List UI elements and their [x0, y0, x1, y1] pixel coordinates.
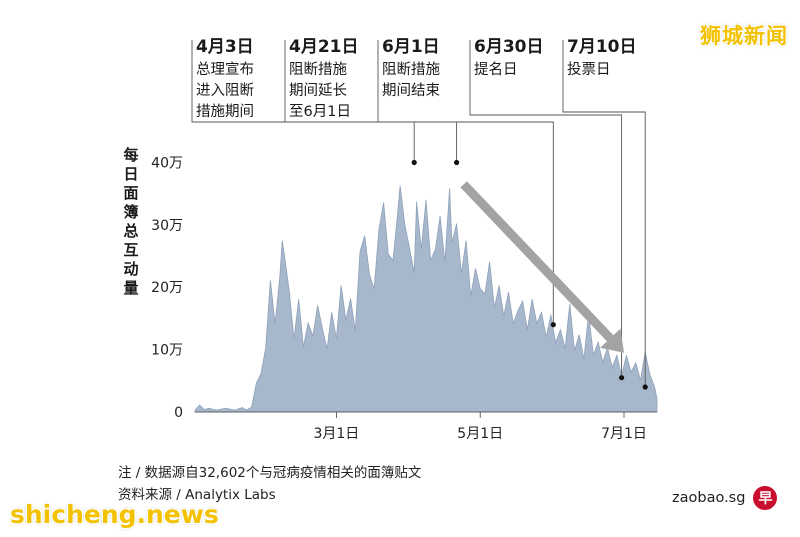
chart-source: 资料来源 / Analytix Labs: [118, 487, 276, 503]
y-axis-label-char: 互: [123, 241, 138, 259]
event-date: 7月10日: [567, 37, 637, 57]
zaobao-url: zaobao.sg: [672, 490, 746, 506]
y-axis-label-char: 量: [123, 279, 138, 297]
event-desc-line: 投票日: [567, 61, 611, 78]
event-desc-line: 至6月1日: [289, 104, 351, 120]
event-desc-line: 进入阻断: [196, 82, 254, 99]
event-leader-line: [377, 40, 554, 325]
event-desc-line: 阻断措施: [289, 61, 347, 78]
event-dot: [454, 159, 460, 166]
y-tick-label: 0: [174, 405, 183, 421]
y-axis-label-char: 动: [123, 260, 138, 278]
event-desc-line: 期间结束: [382, 82, 440, 99]
y-axis-label-char: 簿: [123, 203, 138, 221]
y-tick-label: 10万: [151, 343, 183, 359]
event-desc-line: 提名日: [474, 61, 518, 78]
y-axis-label-char: 面: [123, 184, 138, 202]
x-tick-label: 3月1日: [313, 426, 359, 442]
event-desc-line: 阻断措施: [382, 61, 440, 78]
event-desc-line: 期间延长: [289, 82, 347, 99]
trend-arrow-head: [600, 328, 624, 353]
event-leader-line: [562, 40, 646, 387]
event-dot: [642, 384, 648, 390]
event-desc-line: 总理宣布: [196, 61, 254, 78]
chart-note: 注 / 数据源自32,602个与冠病疫情相关的面簿贴文: [118, 465, 422, 481]
y-tick-label: 20万: [151, 280, 183, 296]
trend-arrow-shaft: [460, 181, 614, 342]
x-tick-label: 5月1日: [457, 426, 503, 442]
event-date: 4月3日: [196, 37, 254, 57]
y-axis-label-char: 日: [123, 165, 138, 183]
event-leader-line: [191, 40, 415, 163]
zaobao-brand: zaobao.sg 早: [672, 486, 778, 510]
y-tick-label: 30万: [151, 218, 183, 234]
area-layer: [194, 185, 658, 413]
area-series-0: [194, 185, 658, 413]
event-date: 4月21日: [289, 37, 359, 57]
event-leader-line: [284, 40, 458, 163]
trend-arrow: [460, 181, 624, 353]
event-dot: [411, 159, 417, 166]
zaobao-logo-icon: 早: [753, 486, 778, 510]
event-dot: [550, 322, 556, 328]
notes-block: 注 / 数据源自32,602个与冠病疫情相关的面簿贴文 资料来源 / Analy…: [118, 462, 421, 506]
y-axis-label-char: 每: [123, 146, 138, 164]
event-date: 6月1日: [382, 37, 440, 57]
y-axis-label-char: 总: [123, 222, 138, 240]
watermark: shicheng.news: [10, 500, 219, 529]
event-dot: [619, 375, 625, 381]
brand-logo-text: 狮城新闻: [700, 24, 788, 48]
y-tick-label: 40万: [151, 156, 183, 172]
event-desc-line: 措施期间: [196, 103, 254, 120]
event-leader-line: [469, 40, 623, 378]
x-tick-label: 7月1日: [601, 426, 647, 442]
event-date: 6月30日: [474, 37, 544, 57]
